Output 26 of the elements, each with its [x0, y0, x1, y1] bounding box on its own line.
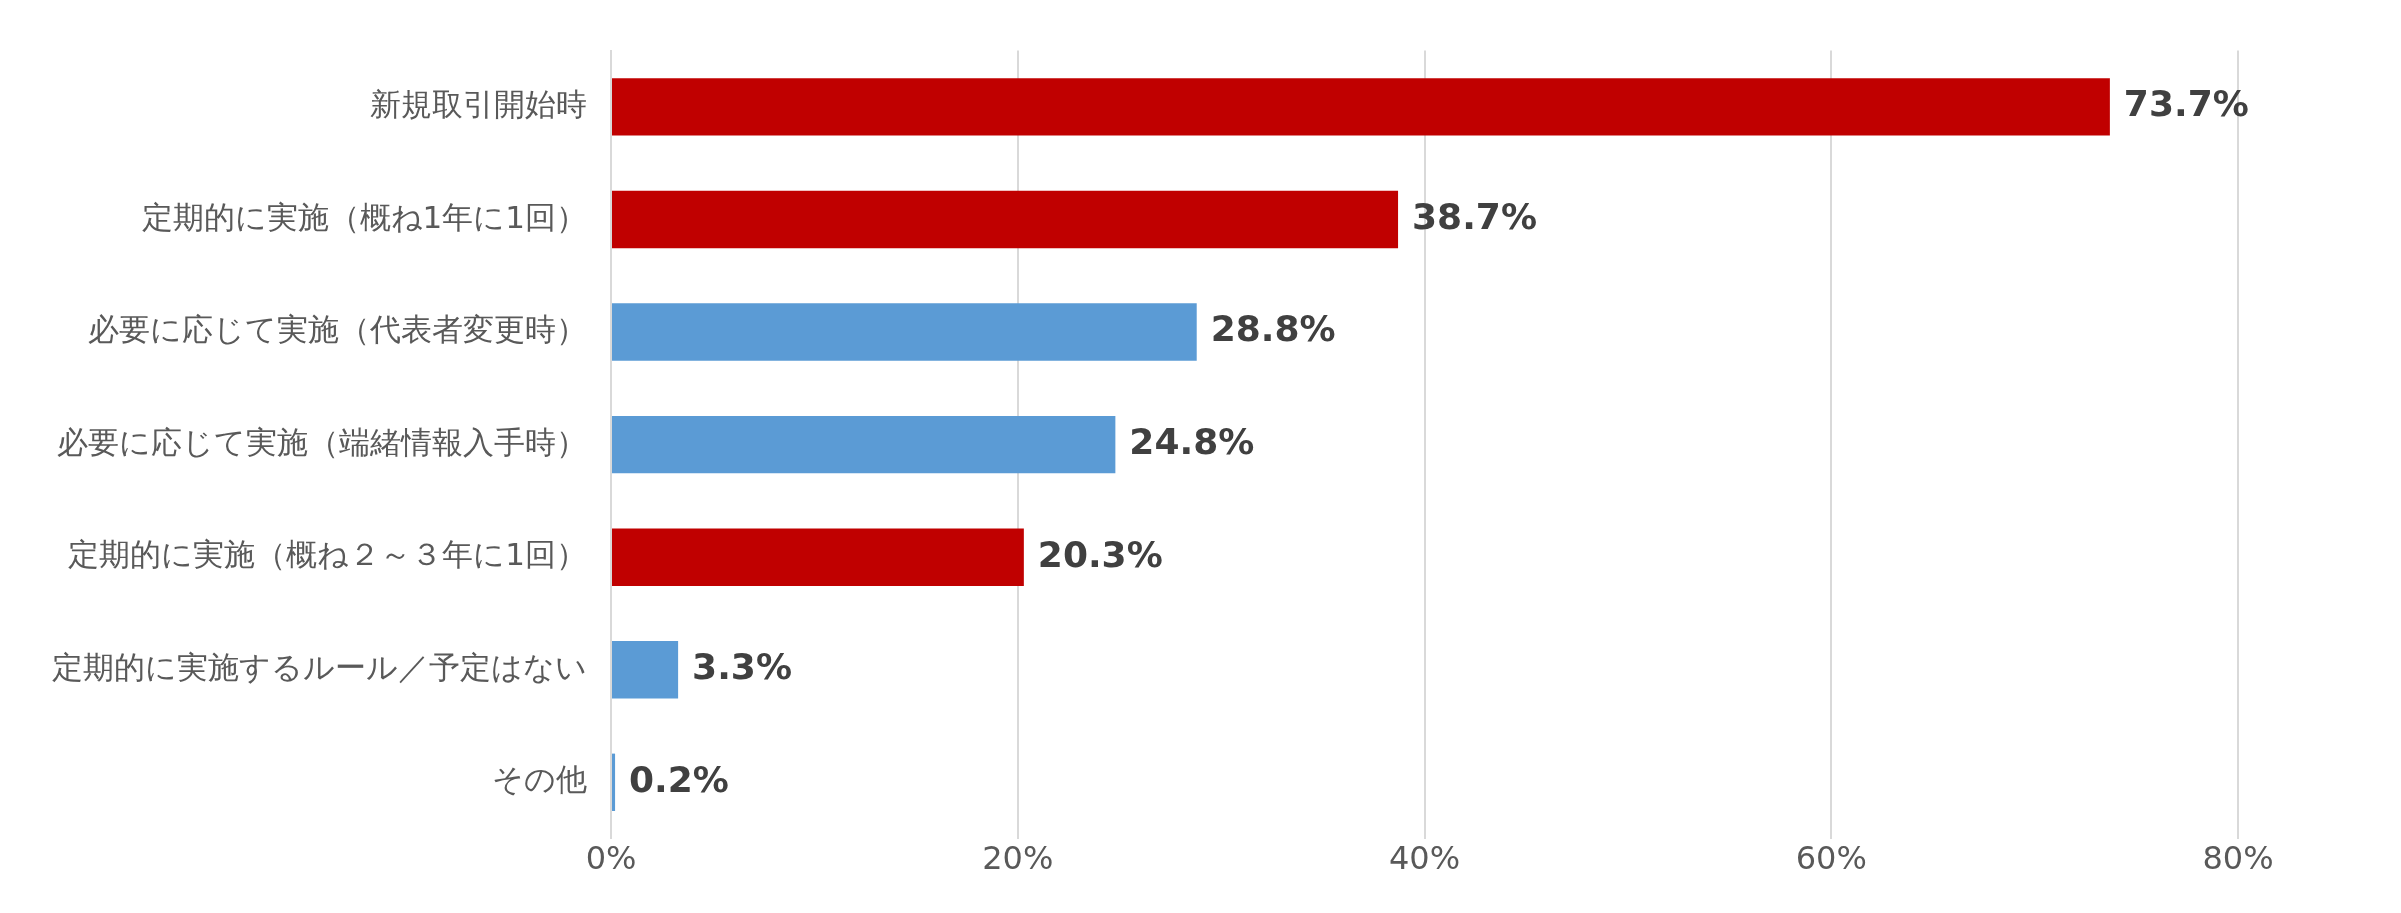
- y-tick-label: 定期的に実施（概ね２～３年に1回）: [68, 536, 587, 573]
- data-label: 3.3%: [692, 646, 792, 688]
- data-label: 24.8%: [1129, 420, 1255, 462]
- y-tick-label: 必要に応じて実施（代表者変更時）: [88, 311, 587, 348]
- bar: [612, 528, 1024, 586]
- bar: [612, 78, 2110, 136]
- bar: [612, 641, 679, 699]
- x-tick-label: 0%: [585, 839, 637, 878]
- bar: [612, 753, 616, 812]
- x-tick-label: 80%: [2202, 839, 2274, 878]
- y-tick-label: 定期的に実施（概ね1年に1回）: [141, 198, 587, 235]
- x-tick-label: 40%: [1388, 839, 1461, 878]
- data-label: 38.7%: [1412, 195, 1537, 237]
- y-tick-label: 必要に応じて実施（端緒情報入手時）: [57, 423, 587, 460]
- bar: [612, 303, 1197, 361]
- x-tick-label: 60%: [1795, 839, 1867, 878]
- bar: [612, 415, 1116, 474]
- x-tick-label: 20%: [982, 839, 1054, 878]
- bar: [612, 190, 1399, 249]
- y-tick-label: 定期的に実施するルール／予定はない: [52, 648, 587, 685]
- data-label: 73.7%: [2123, 83, 2249, 125]
- y-tick-label: その他: [492, 761, 587, 798]
- y-tick-label: 新規取引開始時: [370, 85, 587, 122]
- data-label: 0.2%: [629, 758, 729, 800]
- data-label: 28.8%: [1210, 308, 1336, 350]
- data-label: 20.3%: [1037, 533, 1163, 575]
